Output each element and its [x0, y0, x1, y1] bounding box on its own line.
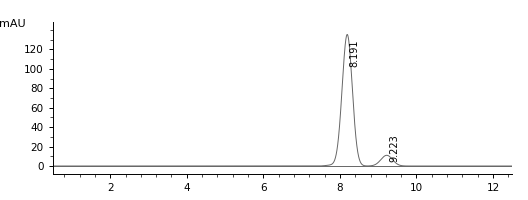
- Text: 8.191: 8.191: [350, 40, 360, 67]
- Text: 9.223: 9.223: [389, 134, 399, 162]
- Y-axis label: mAU: mAU: [0, 19, 25, 29]
